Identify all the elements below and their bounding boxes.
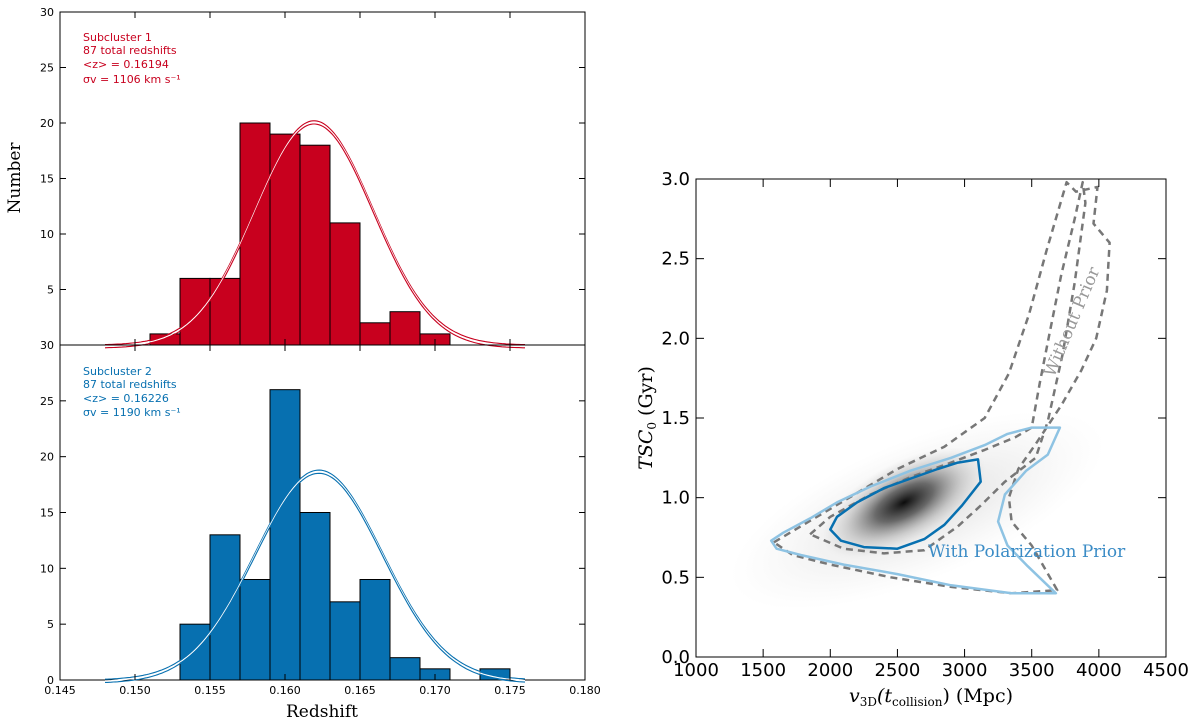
s1-ytick-label: 10 — [40, 228, 54, 241]
label-without-prior: Without Prior — [1040, 263, 1105, 379]
panel-subcluster2: 0.145 0.150 0.155 0.160 0.165 0.170 0.175 0.180… — [40, 339, 601, 722]
tsc-xtick-label: 2000 — [807, 660, 853, 681]
s1-bar-4 — [269, 133, 301, 346]
annotation-subcluster2-mean: <z> = 0.16226 — [83, 392, 169, 405]
panel-timescale: 1000 1500 2000 2500 3000 3500 4000 4500 0.0 0.5 1.… — [635, 169, 1189, 709]
panel-subcluster1: 5 10 15 20 25 30 Subcluster 1 87 total redshi… — [5, 6, 586, 349]
tsc-xtick-label: 2500 — [875, 660, 921, 681]
contour-with-prior-95 — [769, 426, 1062, 595]
s2-fit-lower — [105, 472, 526, 683]
s1-ytick-label: 20 — [40, 117, 54, 130]
annotation-subcluster1-dispersion: σv = 1106 km s⁻¹ — [83, 73, 181, 86]
tsc-xtick-label: 1000 — [673, 660, 719, 681]
s1-ytick-label: 30 — [40, 6, 54, 19]
bars-subcluster1 — [149, 122, 451, 346]
ylabel-tsc: TSC0 (Gyr) — [635, 366, 659, 470]
density-map — [730, 180, 1111, 610]
s1-bar-8 — [389, 311, 421, 346]
ylabel-number: Number — [5, 142, 25, 214]
density-core — [822, 447, 986, 558]
s2-xtick-label: 0.155 — [194, 684, 226, 697]
ticks-subcluster2: 0.145 0.150 0.155 0.160 0.165 0.170 0.175 0.180… — [40, 339, 601, 697]
s2-ytick-label: 30 — [40, 339, 54, 352]
s2-ytick-label: 5 — [47, 618, 54, 631]
annotation-subcluster2-dispersion: σv = 1190 km s⁻¹ — [83, 406, 181, 419]
xlabel-t: (t — [877, 685, 892, 707]
ylabel-tsc-sub: 0 — [645, 422, 659, 430]
annotation-subcluster1-title: Subcluster 1 — [83, 31, 152, 44]
s2-bar-5 — [329, 601, 361, 681]
tsc-ytick-label: 3.0 — [661, 169, 690, 190]
annotation-subcluster1-count: 87 total redshifts — [83, 44, 177, 57]
tsc-xtick-label: 4500 — [1143, 660, 1189, 681]
s2-ytick-label: 0 — [47, 674, 54, 687]
contour-with-prior-68 — [829, 458, 982, 550]
s2-ytick-label: 25 — [40, 395, 54, 408]
s1-bar-7 — [359, 322, 391, 346]
s1-ytick-label: 15 — [40, 173, 54, 186]
tsc-ytick-label: 0.0 — [661, 647, 690, 668]
label-with-prior: With Polarization Prior — [928, 542, 1126, 562]
s1-fit-lower — [104, 123, 525, 349]
s2-bar-6 — [359, 579, 391, 681]
s1-bar-5 — [299, 144, 331, 346]
xlabel-3d: 3D — [860, 695, 877, 709]
ticks-timescale: 1000 1500 2000 2500 3000 3500 4000 4500 0.0 0.5 1.… — [661, 169, 1189, 681]
ticks-subcluster1: 5 10 15 20 25 30 — [40, 6, 586, 345]
tsc-xtick-label: 3500 — [1009, 660, 1055, 681]
s2-ytick-label: 10 — [40, 562, 54, 575]
s1-bar-6 — [329, 222, 361, 346]
s2-xtick-label: 0.145 — [44, 684, 76, 697]
s2-xtick-label: 0.165 — [344, 684, 376, 697]
annotation-subcluster2-title: Subcluster 2 — [83, 365, 152, 378]
s2-fit-outline — [105, 471, 526, 682]
s2-bar-4 — [299, 512, 331, 681]
s2-ytick-label: 15 — [40, 507, 54, 520]
s1-bar-2 — [209, 277, 241, 346]
s2-xtick-label: 0.175 — [494, 684, 526, 697]
annotation-subcluster1-mean: <z> = 0.16194 — [83, 58, 169, 71]
s1-fit-outline — [104, 121, 525, 347]
s2-ytick-label: 20 — [40, 451, 54, 464]
gaussian-fit-subcluster1 — [104, 120, 525, 346]
s2-xtick-label: 0.150 — [119, 684, 151, 697]
contours — [769, 180, 1111, 595]
ylabel-gyr: (Gyr) — [635, 366, 657, 422]
tsc-ytick-label: 2.5 — [661, 249, 690, 270]
gaussian-fit-subcluster2 — [105, 469, 526, 680]
s1-bar-1 — [179, 277, 211, 346]
xlabel-mpc: ) (Mpc) — [942, 685, 1013, 707]
tsc-xtick-label: 3000 — [942, 660, 988, 681]
tsc-ytick-label: 0.5 — [661, 567, 690, 588]
tsc-xtick-label: 4000 — [1076, 660, 1122, 681]
annotation-subcluster2-count: 87 total redshifts — [83, 378, 177, 391]
s2-bar-1 — [209, 534, 241, 681]
xlabel-v: v — [849, 685, 860, 707]
s1-ytick-label: 25 — [40, 62, 54, 75]
s2-bar-3 — [269, 389, 301, 681]
s2-xtick-label: 0.160 — [269, 684, 301, 697]
xlabel-redshift: Redshift — [286, 702, 358, 722]
contour-without-prior-68 — [808, 180, 1087, 555]
ylabel-tsc-main: TSC — [635, 429, 657, 470]
tsc-ytick-label: 1.0 — [661, 488, 690, 509]
s2-xtick-label: 0.170 — [419, 684, 451, 697]
s2-bar-2 — [239, 579, 271, 681]
xlabel-collision: collision — [892, 695, 943, 709]
s2-xtick-label: 0.180 — [569, 684, 601, 697]
tsc-ytick-label: 2.0 — [661, 328, 690, 349]
s1-ytick-label: 5 — [47, 284, 54, 297]
tsc-ytick-label: 1.5 — [661, 408, 690, 429]
tsc-xtick-label: 1500 — [740, 660, 786, 681]
s2-bar-7 — [389, 657, 421, 681]
xlabel-v3d: v3D(tcollision) (Mpc) — [849, 685, 1013, 709]
bars-subcluster2 — [179, 389, 511, 681]
